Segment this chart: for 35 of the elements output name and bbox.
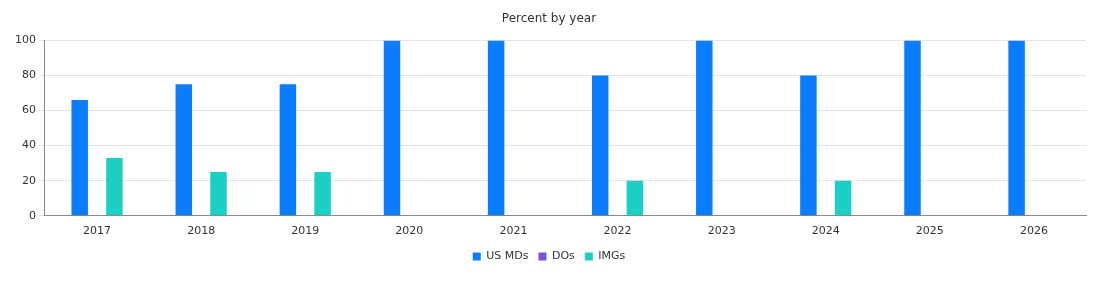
x-tick-label: 2023 bbox=[707, 224, 736, 238]
x-tick-label: 2020 bbox=[395, 224, 424, 238]
y-tick-label: 20 bbox=[22, 173, 36, 187]
bar bbox=[834, 180, 852, 216]
x-tick-label: 2025 bbox=[915, 224, 944, 238]
legend-label: DOs bbox=[551, 249, 576, 263]
y-tick-label: 60 bbox=[22, 103, 36, 117]
bar bbox=[314, 171, 331, 216]
bar bbox=[175, 84, 193, 216]
x-tick-label: 2018 bbox=[187, 224, 216, 238]
bar bbox=[591, 75, 609, 216]
y-tick-label: 0 bbox=[29, 208, 36, 222]
bar bbox=[210, 171, 227, 216]
y-tick-label: 80 bbox=[22, 68, 36, 82]
x-tick-label: 2024 bbox=[811, 224, 840, 238]
bar bbox=[800, 75, 817, 216]
chart-title: Percent by year bbox=[501, 11, 597, 26]
bar bbox=[106, 157, 123, 216]
bar bbox=[71, 100, 88, 216]
bar bbox=[1008, 40, 1025, 216]
bar bbox=[696, 40, 713, 216]
bar bbox=[904, 40, 921, 216]
x-tick-label: 2021 bbox=[499, 224, 528, 238]
legend-label: IMGs bbox=[598, 249, 626, 263]
x-tick-label: 2026 bbox=[1019, 224, 1048, 238]
y-tick-label: 40 bbox=[22, 138, 36, 152]
bar bbox=[279, 84, 297, 216]
legend-label: US MDs bbox=[486, 249, 529, 263]
bar bbox=[487, 40, 505, 216]
bar bbox=[383, 40, 401, 216]
bar bbox=[626, 180, 644, 216]
x-tick-label: 2019 bbox=[291, 224, 320, 238]
x-tick-label: 2017 bbox=[83, 224, 112, 238]
y-tick-label: 100 bbox=[15, 33, 36, 47]
x-tick-label: 2022 bbox=[603, 224, 632, 238]
